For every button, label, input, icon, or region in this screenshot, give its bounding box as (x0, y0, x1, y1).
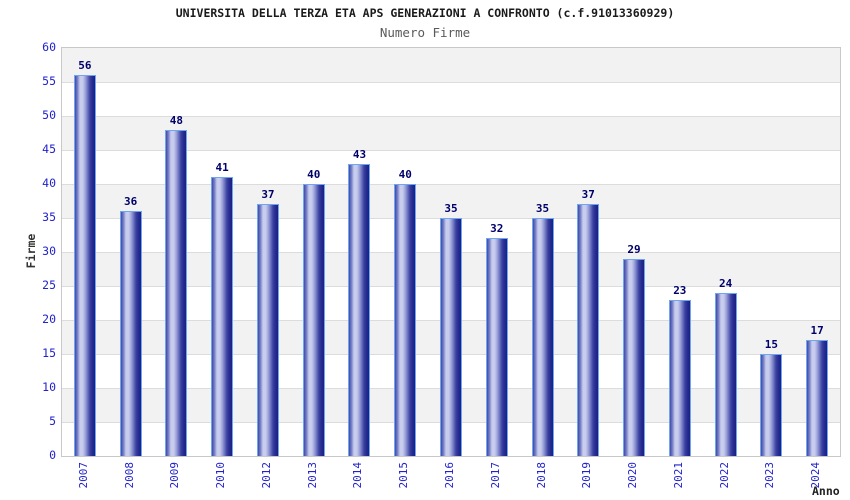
x-tick-label: 2022 (717, 462, 731, 489)
y-tick-label: 50 (42, 108, 56, 122)
bar-value-label: 17 (810, 324, 824, 338)
bar (211, 177, 234, 456)
bar (485, 238, 508, 456)
bar-value-label: 24 (718, 276, 733, 290)
x-tick-label: 2008 (122, 462, 136, 489)
x-tick-label: 2021 (671, 462, 685, 489)
bar (394, 184, 417, 456)
bar-value-label: 36 (124, 195, 138, 209)
bar-value-label: 40 (307, 168, 321, 181)
bar-value-label: 37 (261, 188, 275, 202)
y-tick-label: 35 (42, 210, 56, 224)
bar (165, 129, 188, 456)
x-axis-ticks: 2007 2008 2009 2010 2012 2013 2014 2015 2016 2017… (61, 456, 839, 500)
x-tick-label: 2012 (259, 462, 273, 489)
x-tick-label: 2017 (488, 462, 502, 489)
bar (668, 299, 691, 456)
x-axis-label: Anno (812, 484, 840, 498)
y-tick-label: 45 (42, 142, 56, 156)
bar (577, 204, 600, 456)
y-tick-label: 30 (42, 244, 56, 258)
plot-stripe (62, 150, 840, 184)
bar-value-label: 15 (764, 338, 778, 351)
bar (714, 292, 737, 456)
bar-value-label: 32 (490, 222, 504, 236)
x-tick-label: 2019 (580, 462, 594, 489)
bar-value-label: 48 (169, 113, 184, 127)
x-tick-label: 2013 (305, 462, 319, 489)
plot-area: 56 36 48 41 37 40 43 40 35 32 35 37 29 23 24 15 17 (61, 47, 841, 457)
plot-stripe (62, 184, 840, 218)
bar (806, 340, 829, 456)
y-axis-ticks: 60 55 50 45 40 35 30 25 20 15 10 5 0 (0, 40, 56, 462)
x-tick-label: 2007 (76, 462, 90, 489)
x-tick-label: 2020 (626, 462, 640, 489)
x-tick-label: 2010 (214, 462, 228, 489)
bar (440, 218, 462, 456)
chart-subtitle: Numero Firme (379, 25, 471, 40)
y-tick-label: 60 (42, 40, 56, 54)
bar (623, 258, 646, 456)
bar (119, 211, 142, 456)
bar (73, 75, 96, 456)
plot-stripe (62, 116, 840, 150)
x-tick-label: 2023 (763, 462, 777, 489)
bar-value-label: 29 (627, 242, 641, 256)
x-tick-label: 2016 (443, 462, 456, 489)
bar (531, 218, 554, 456)
y-tick-label: 25 (42, 278, 56, 292)
bar-value-label: 23 (673, 283, 687, 297)
y-tick-label: 10 (42, 380, 56, 394)
bar-value-label: 40 (398, 168, 412, 181)
y-tick-label: 20 (42, 312, 56, 326)
y-tick-label: 0 (49, 448, 56, 462)
x-tick-label: 2009 (168, 462, 182, 489)
y-tick-label: 15 (42, 346, 56, 360)
y-tick-label: 5 (49, 414, 56, 428)
bar-value-label: 43 (352, 147, 367, 161)
plot-stripe (62, 82, 840, 116)
bar-value-label: 35 (444, 202, 458, 215)
y-tick-label: 40 (42, 176, 56, 190)
x-tick-label: 2018 (534, 462, 548, 489)
plot-stripe (62, 48, 840, 82)
x-tick-label: 2014 (351, 462, 365, 489)
y-tick-label: 55 (42, 74, 56, 88)
x-tick-label: 2015 (397, 462, 411, 489)
bar (760, 354, 783, 456)
bar-value-label: 37 (581, 188, 595, 202)
bar (302, 184, 325, 456)
bar (256, 204, 279, 456)
chart-title: UNIVERSITA DELLA TERZA ETA APS GENERAZIO… (175, 6, 675, 20)
bar-value-label: 56 (78, 59, 92, 73)
bar (348, 163, 371, 456)
bar-value-label: 41 (215, 161, 229, 175)
bar-value-label: 35 (535, 202, 550, 215)
